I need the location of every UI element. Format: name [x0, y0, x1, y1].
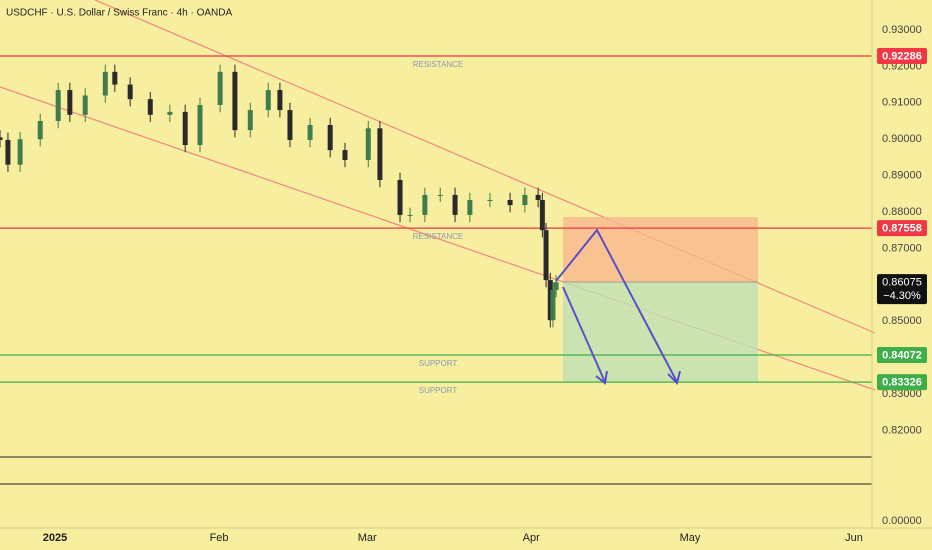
candle-body — [127, 84, 133, 100]
candle-body — [112, 71, 118, 85]
y-tick-label: 0.90000 — [882, 133, 922, 145]
candle-body — [543, 230, 549, 281]
candle-body — [467, 199, 473, 215]
candle-body — [377, 128, 383, 180]
candle-body — [102, 71, 108, 96]
candle-body — [539, 199, 545, 231]
arrow — [562, 286, 606, 383]
candle-body — [535, 194, 541, 200]
price-box — [877, 47, 927, 64]
candle-body — [422, 194, 428, 215]
candle-body — [365, 128, 371, 160]
candle-body — [397, 179, 403, 215]
y-tick-label: 0.82000 — [882, 424, 922, 436]
target-zone — [563, 282, 758, 382]
candle-body — [265, 90, 271, 111]
arrow-head — [595, 370, 608, 385]
candle-body — [17, 139, 23, 165]
x-tick-label: Apr — [523, 532, 540, 544]
y-tick-label: 0.85000 — [882, 315, 922, 327]
last-price: 0.86075 — [882, 276, 922, 288]
candle-body — [82, 95, 88, 115]
price-box-label: 0.92286 — [882, 50, 922, 62]
x-tick-label: 2025 — [43, 532, 67, 544]
candle-body — [507, 199, 513, 206]
x-tick-label: May — [680, 532, 701, 544]
candle-body — [277, 90, 283, 111]
chart-title: USDCHF · U.S. Dollar / Swiss Franc · 4h … — [6, 8, 232, 19]
price-box — [877, 220, 927, 237]
candle-body — [55, 90, 61, 121]
candle-body — [67, 90, 73, 115]
y-tick-label: 0.88000 — [882, 206, 922, 218]
y-tick-label: 0.87000 — [882, 242, 922, 254]
candle-body — [327, 125, 333, 151]
candle-body — [217, 71, 223, 105]
x-tick-label: Mar — [358, 532, 377, 544]
candle-body — [0, 137, 3, 140]
candle-body — [553, 282, 559, 290]
candle-body — [232, 71, 238, 131]
arrow — [555, 228, 678, 383]
candle-body — [547, 280, 553, 321]
candle-body — [550, 289, 556, 321]
candle-body — [287, 110, 293, 140]
candle-body — [5, 139, 11, 165]
candle-body — [37, 120, 43, 140]
level-label: SUPPORT — [419, 386, 458, 395]
price-box-label: 0.84072 — [882, 349, 922, 361]
last-change: −4.30% — [883, 290, 921, 302]
candle-body — [342, 150, 348, 160]
candle-body — [197, 104, 203, 146]
y-tick-label: 0.93000 — [882, 24, 922, 36]
candle-body — [452, 194, 458, 215]
candle-body — [487, 199, 493, 201]
price-box-label: 0.87558 — [882, 222, 922, 234]
candle-body — [307, 125, 313, 140]
stop-zone — [563, 217, 758, 282]
candle-body — [247, 110, 253, 131]
forecast-arrows — [555, 228, 681, 385]
y-tick-label: 0.83000 — [882, 388, 922, 400]
candle-body — [182, 111, 188, 146]
level-label: SUPPORT — [419, 359, 458, 368]
price-box — [877, 374, 927, 391]
arrow-head — [667, 370, 681, 385]
level-label: RESISTANCE — [413, 232, 464, 241]
x-tick-label: Jun — [845, 532, 863, 544]
price-box-label: 0.83326 — [882, 377, 922, 389]
y-tick-label: 0.00000 — [882, 515, 922, 527]
candle-body — [167, 111, 173, 115]
candle-body — [407, 214, 413, 216]
candle-body — [437, 194, 443, 196]
y-tick-label: 0.91000 — [882, 97, 922, 109]
level-label: RESISTANCE — [413, 60, 464, 69]
price-box — [877, 346, 927, 363]
x-tick-label: Feb — [210, 532, 229, 544]
candle-body — [522, 194, 528, 206]
candle-body — [147, 99, 153, 115]
last-price-box — [877, 274, 927, 305]
y-tick-label: 0.89000 — [882, 170, 922, 182]
